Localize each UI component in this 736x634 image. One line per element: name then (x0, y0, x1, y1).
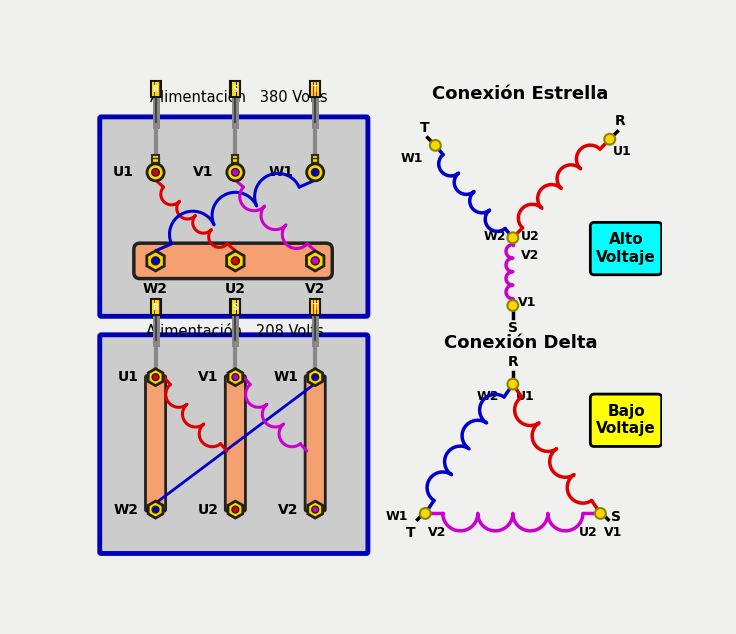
Text: U1: U1 (613, 145, 631, 158)
Text: U2: U2 (225, 282, 246, 297)
Text: Alimentación   380 Volts: Alimentación 380 Volts (150, 90, 328, 105)
Text: U2: U2 (520, 230, 539, 243)
Polygon shape (306, 251, 324, 271)
Circle shape (232, 169, 239, 176)
Polygon shape (228, 501, 243, 518)
Text: Conexión Delta: Conexión Delta (444, 334, 598, 352)
FancyBboxPatch shape (151, 299, 160, 314)
Circle shape (231, 257, 239, 265)
Text: V2: V2 (520, 249, 539, 262)
Circle shape (147, 164, 164, 181)
Circle shape (227, 164, 244, 181)
Text: U1: U1 (113, 165, 134, 179)
Text: W1: W1 (400, 152, 423, 165)
FancyBboxPatch shape (134, 243, 332, 278)
Text: Conexión Estrella: Conexión Estrella (432, 86, 609, 103)
Text: V1: V1 (193, 165, 213, 179)
Text: S: S (612, 510, 621, 524)
Polygon shape (228, 369, 243, 385)
Circle shape (420, 508, 431, 519)
Polygon shape (148, 369, 163, 385)
Text: W2: W2 (476, 391, 499, 403)
Circle shape (595, 508, 606, 519)
Circle shape (152, 257, 160, 265)
FancyBboxPatch shape (590, 394, 662, 446)
Text: V2: V2 (305, 282, 325, 297)
Text: V2: V2 (277, 503, 298, 517)
FancyBboxPatch shape (225, 375, 245, 511)
Polygon shape (308, 501, 322, 518)
Circle shape (152, 374, 159, 380)
Text: S: S (233, 302, 238, 311)
Text: R: R (152, 85, 158, 94)
FancyBboxPatch shape (230, 299, 241, 314)
Circle shape (507, 378, 518, 389)
Text: W2: W2 (113, 503, 138, 517)
Text: W2: W2 (484, 230, 506, 243)
FancyBboxPatch shape (312, 155, 318, 171)
FancyBboxPatch shape (151, 82, 160, 97)
Text: W2: W2 (143, 282, 168, 297)
Text: R: R (507, 354, 518, 369)
Text: R: R (615, 115, 626, 129)
FancyBboxPatch shape (590, 223, 662, 275)
Text: U1: U1 (516, 391, 534, 403)
Text: W1: W1 (269, 165, 294, 179)
FancyBboxPatch shape (310, 82, 320, 97)
Text: U2: U2 (578, 526, 598, 539)
Circle shape (307, 164, 324, 181)
FancyBboxPatch shape (152, 155, 159, 171)
FancyBboxPatch shape (100, 117, 368, 316)
FancyBboxPatch shape (305, 375, 325, 511)
Circle shape (312, 506, 319, 513)
Circle shape (312, 374, 319, 380)
Circle shape (152, 169, 159, 176)
Text: S: S (233, 85, 238, 94)
FancyBboxPatch shape (146, 375, 166, 511)
Text: V1: V1 (604, 526, 622, 539)
Circle shape (311, 169, 319, 176)
Text: Bajo
Voltaje: Bajo Voltaje (596, 404, 656, 436)
Circle shape (152, 506, 159, 513)
Circle shape (430, 140, 441, 151)
Text: U1: U1 (118, 370, 138, 384)
FancyBboxPatch shape (100, 335, 368, 553)
Polygon shape (146, 251, 164, 271)
FancyBboxPatch shape (310, 299, 320, 314)
FancyBboxPatch shape (233, 155, 238, 171)
Text: V1: V1 (517, 296, 536, 309)
Circle shape (232, 374, 238, 380)
Text: T: T (313, 302, 318, 311)
Text: Alto
Voltaje: Alto Voltaje (596, 232, 656, 265)
Text: W1: W1 (273, 370, 298, 384)
Text: T: T (406, 526, 416, 540)
Circle shape (311, 257, 319, 265)
Polygon shape (308, 369, 322, 385)
Text: Alimentación   208 Volts: Alimentación 208 Volts (146, 324, 325, 339)
Circle shape (507, 300, 518, 311)
Text: U2: U2 (197, 503, 219, 517)
Circle shape (507, 233, 518, 243)
Text: S: S (508, 321, 518, 335)
Polygon shape (148, 501, 163, 518)
Text: R: R (152, 302, 158, 311)
Text: T: T (420, 120, 429, 134)
Text: V2: V2 (428, 526, 447, 539)
Circle shape (232, 506, 238, 513)
Polygon shape (227, 251, 244, 271)
Text: V1: V1 (198, 370, 219, 384)
Text: W1: W1 (386, 510, 408, 523)
FancyBboxPatch shape (230, 82, 241, 97)
Text: T: T (313, 85, 318, 94)
Circle shape (604, 134, 615, 145)
